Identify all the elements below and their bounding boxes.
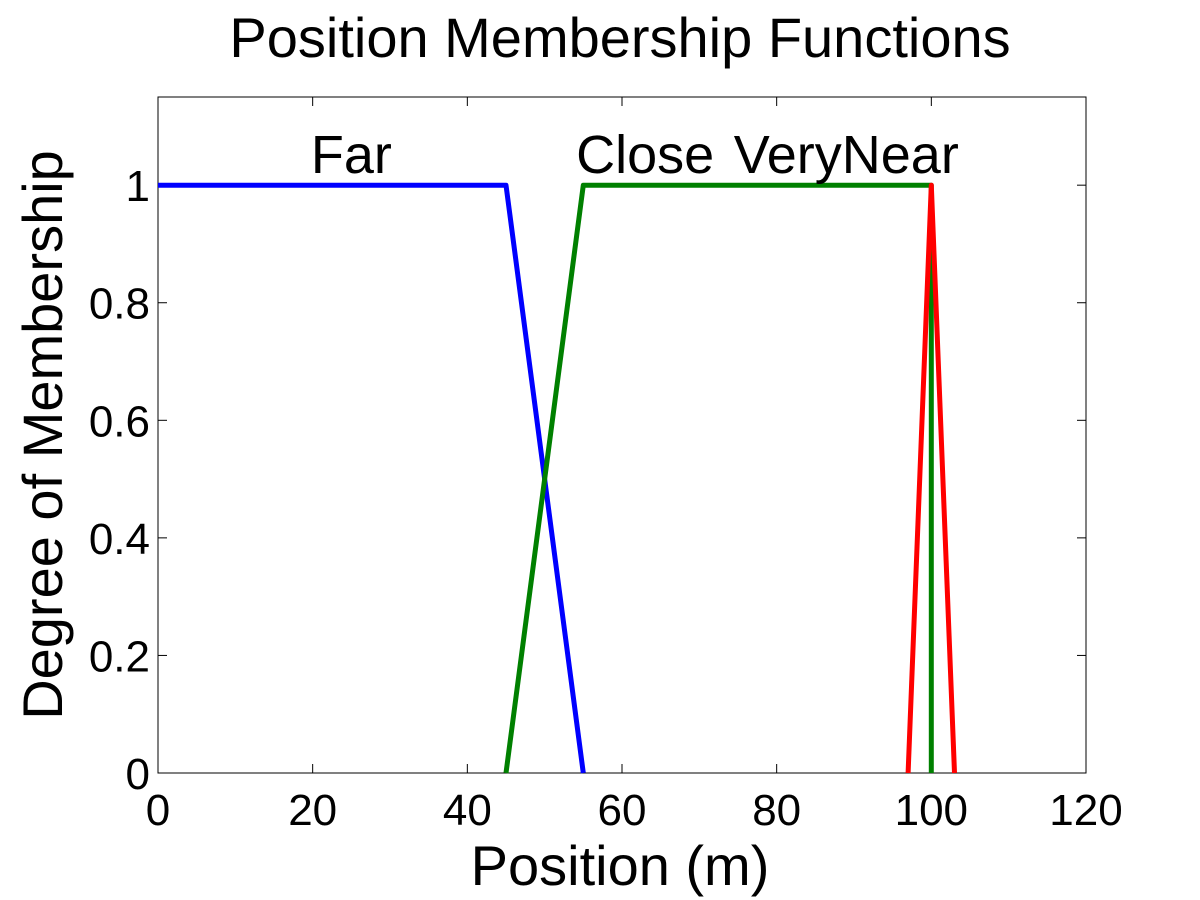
x-tick-label: 80: [752, 786, 801, 835]
axes: 0 20 40 60 80 100 120 0 0.2 0.4 0.6 0.8 1: [89, 96, 1123, 835]
plot-frame: [157, 96, 1087, 774]
x-tick-label: 20: [288, 786, 337, 835]
y-tick-label: 0.6: [89, 397, 150, 446]
annotation-layer: Far Close VeryNear: [311, 125, 959, 185]
x-tick-label: 100: [895, 786, 968, 835]
x-axis-label: Position (m): [471, 834, 770, 897]
x-tick-label: 60: [598, 786, 647, 835]
chart-title: Position Membership Functions: [229, 6, 1010, 69]
x-tick-label: 40: [443, 786, 492, 835]
series-line-close: [503, 182, 934, 774]
y-tick-label: 1: [126, 162, 150, 211]
annotation-far: Far: [311, 125, 392, 185]
series-line-verynear: [905, 182, 957, 774]
y-axis-label: Degree of Membership: [11, 150, 74, 720]
series-layer: [158, 182, 957, 774]
y-tick-label: 0.8: [89, 280, 150, 329]
x-tick-label: 0: [146, 786, 170, 835]
x-tick-label: 120: [1049, 786, 1122, 835]
series-line-far: [158, 182, 586, 774]
annotation-verynear: VeryNear: [734, 125, 959, 185]
y-tick-label: 0.4: [89, 515, 150, 564]
annotation-close: Close: [576, 125, 714, 185]
y-tick-label: 0: [126, 750, 150, 799]
y-tick-label: 0.2: [89, 632, 150, 681]
